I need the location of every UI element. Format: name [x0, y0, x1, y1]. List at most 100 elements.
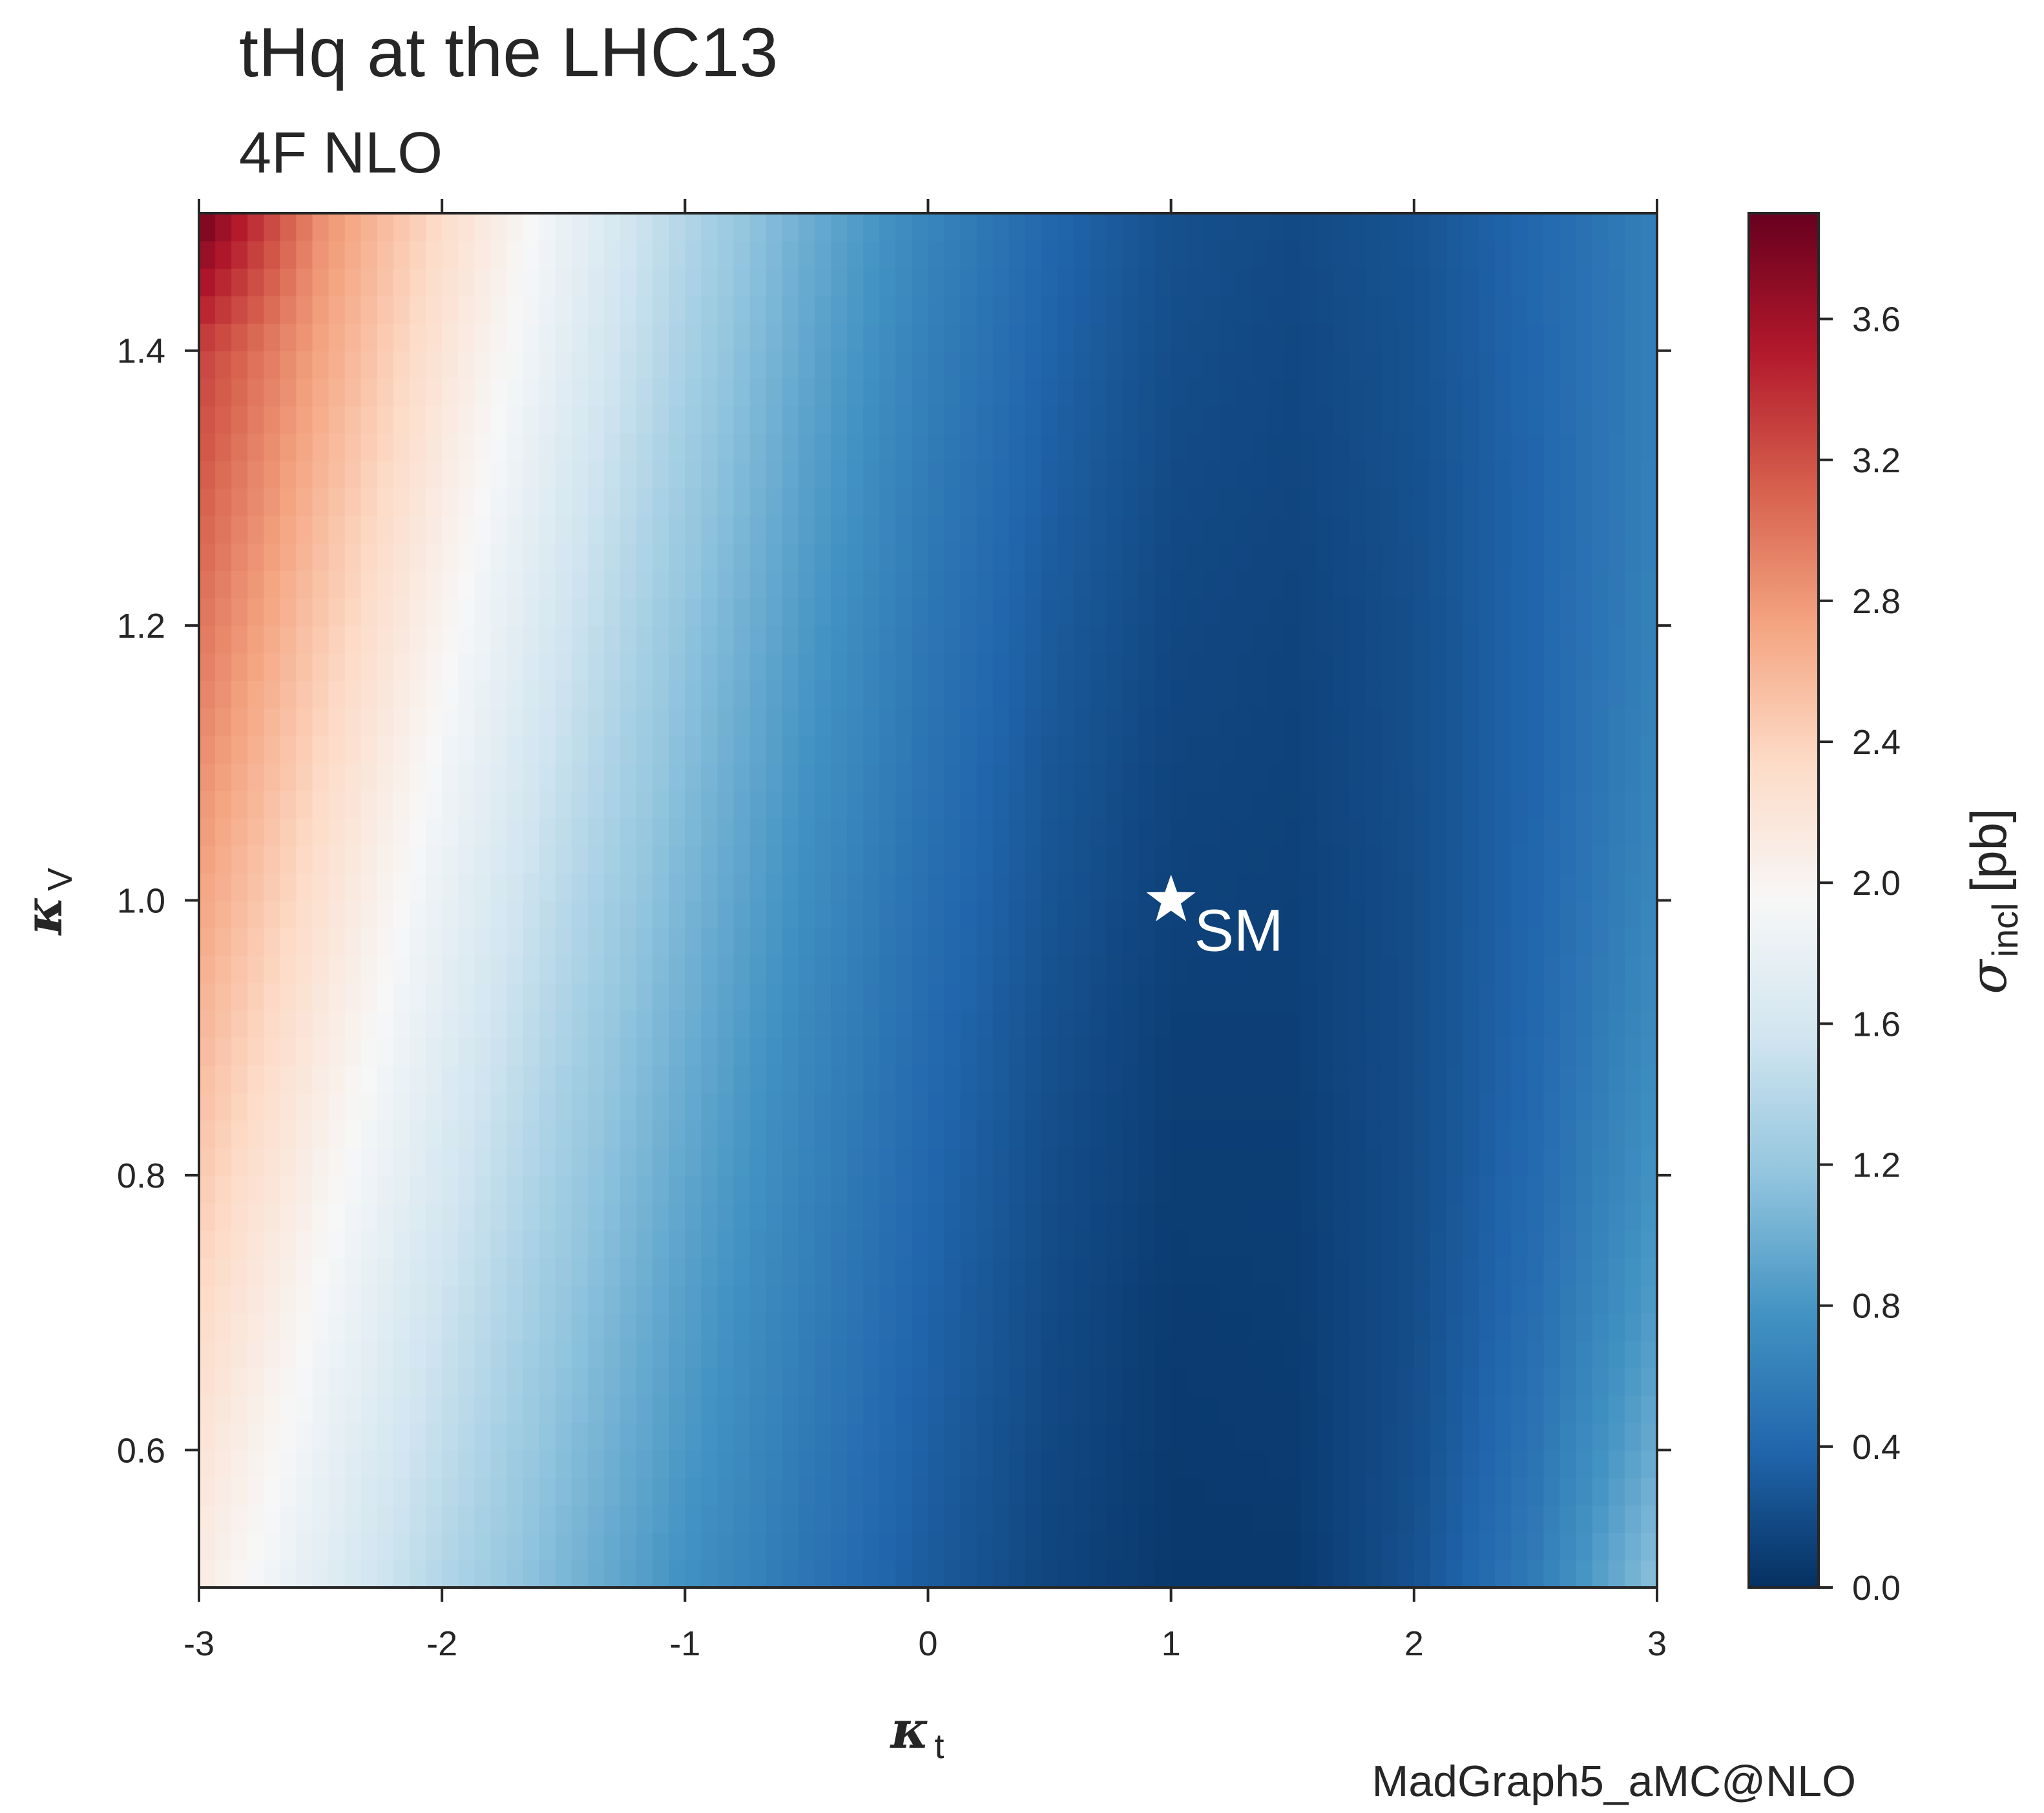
heatmap-cell [1154, 1340, 1172, 1368]
heatmap-cell [426, 488, 443, 516]
heatmap-cell [1090, 295, 1107, 324]
heatmap-cell [1381, 1340, 1399, 1368]
heatmap-cell [1495, 735, 1512, 764]
heatmap-cell [1106, 1093, 1123, 1121]
heatmap-cell [1317, 1010, 1334, 1038]
heatmap-cell [928, 983, 945, 1011]
heatmap-cell [749, 460, 767, 489]
heatmap-cell [652, 735, 670, 764]
heatmap-cell [1154, 1010, 1172, 1038]
heatmap-cell [1592, 1505, 1609, 1533]
heatmap-cell [1058, 213, 1074, 242]
heatmap-cell [393, 1285, 410, 1314]
heatmap-cell [1381, 405, 1399, 434]
heatmap-cell [539, 1367, 556, 1396]
heatmap-cell [328, 955, 346, 983]
heatmap-cell [1576, 983, 1593, 1011]
heatmap-cell [377, 1505, 394, 1533]
heatmap-cell [1333, 460, 1350, 489]
heatmap-cell [717, 983, 735, 1011]
heatmap-cell [587, 1038, 605, 1066]
heatmap-cell [1381, 213, 1399, 242]
heatmap-cell [1171, 1477, 1188, 1506]
heatmap-cell [1074, 1340, 1091, 1368]
heatmap-cell [669, 707, 686, 737]
heatmap-cell [1187, 598, 1204, 626]
heatmap-cell [1624, 817, 1642, 846]
heatmap-cell [733, 1093, 751, 1121]
heatmap-cell [1025, 323, 1042, 351]
heatmap-cell [701, 900, 718, 928]
heatmap-cell [1171, 213, 1188, 242]
heatmap-cell [1430, 653, 1447, 681]
heatmap-cell [1090, 1202, 1107, 1231]
heatmap-cell [458, 1257, 475, 1286]
heatmap-cell [960, 405, 977, 434]
heatmap-cell [426, 213, 443, 242]
heatmap-cell [944, 598, 961, 626]
heatmap-cell [490, 1175, 508, 1204]
heatmap-cell [1397, 1477, 1415, 1506]
heatmap-cell [442, 543, 459, 571]
heatmap-cell [1025, 653, 1042, 681]
colorbar-tick-label: 2.8 [1852, 582, 1901, 621]
heatmap-cell [1122, 1367, 1140, 1396]
heatmap-cell [685, 1477, 702, 1506]
heatmap-cell [344, 295, 362, 324]
heatmap-cell [636, 845, 653, 874]
heatmap-cell [1608, 488, 1625, 516]
heatmap-cell [1317, 653, 1334, 681]
heatmap-cell [831, 405, 848, 434]
heatmap-cell [733, 1010, 751, 1038]
heatmap-cell [814, 240, 831, 269]
heatmap-cell [1058, 1285, 1074, 1314]
heatmap-cell [1592, 1010, 1609, 1038]
heatmap-cell [1463, 1120, 1479, 1149]
heatmap-cell [215, 405, 232, 434]
heatmap-cell [1624, 378, 1642, 406]
heatmap-cell [1154, 790, 1172, 819]
heatmap-cell [992, 983, 1010, 1011]
heatmap-cell [1592, 1450, 1609, 1478]
heatmap-cell [296, 295, 313, 324]
heatmap-cell [976, 625, 994, 654]
heatmap-cell [1090, 571, 1107, 599]
heatmap-cell [555, 1010, 572, 1038]
heatmap-cell [1219, 1065, 1236, 1094]
heatmap-cell [701, 295, 718, 324]
heatmap-cell [1008, 1560, 1026, 1588]
heatmap-cell [442, 1093, 459, 1121]
heatmap-cell [1187, 1257, 1204, 1286]
heatmap-cell [701, 762, 718, 791]
heatmap-cell [895, 1148, 913, 1176]
heatmap-cell [1640, 1257, 1658, 1286]
heatmap-cell [1576, 1477, 1593, 1506]
heatmap-cell [798, 1422, 815, 1451]
heatmap-cell [944, 1257, 961, 1286]
heatmap-cell [1349, 378, 1366, 406]
heatmap-cell [555, 900, 572, 928]
heatmap-cell [1511, 1065, 1528, 1094]
heatmap-cell [1300, 817, 1318, 846]
heatmap-cell [1219, 735, 1236, 764]
heatmap-cell [944, 295, 961, 324]
heatmap-cell [1041, 845, 1058, 874]
heatmap-cell [1349, 928, 1366, 956]
heatmap-cell [1640, 625, 1658, 654]
heatmap-cell [215, 1505, 232, 1533]
heatmap-cell [782, 1560, 799, 1588]
heatmap-cell [1058, 928, 1074, 956]
heatmap-cell [717, 433, 735, 461]
heatmap-cell [1543, 707, 1561, 737]
heatmap-cell [636, 405, 653, 434]
heatmap-cell [1430, 928, 1447, 956]
heatmap-cell [976, 928, 994, 956]
heatmap-cell [912, 1202, 929, 1231]
heatmap-cell [960, 460, 977, 489]
heatmap-cell [1592, 1340, 1609, 1368]
heatmap-cell [1268, 1010, 1286, 1038]
heatmap-cell [280, 240, 297, 269]
heatmap-cell [410, 268, 426, 297]
heatmap-cell [1300, 707, 1318, 737]
heatmap-cell [506, 1230, 524, 1259]
